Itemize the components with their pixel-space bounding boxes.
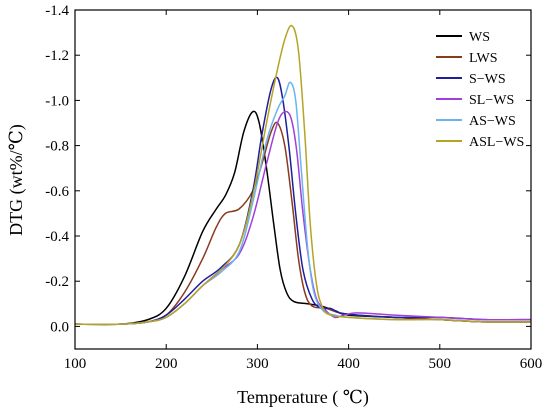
y-tick-label: -0.8 — [45, 139, 69, 155]
axes-ticks: 100 200 300 400 500 600 0.0 -0.2 -0.4 -0.6 -0.8 -1.… — [45, 3, 542, 372]
y-tick-label: -1.2 — [45, 48, 69, 64]
series-line-3 — [74, 110, 532, 326]
x-tick-label: 200 — [155, 356, 178, 372]
x-tick-label: 100 — [64, 356, 87, 372]
legend-label: ASL−WS — [469, 135, 524, 150]
y-axis-label: DTG (wt%/℃) — [6, 124, 27, 236]
y-tick-label: -1.4 — [45, 3, 69, 19]
legend-label: WS — [469, 30, 490, 45]
legend-label: LWS — [469, 51, 498, 66]
x-tick-label: 500 — [429, 356, 452, 372]
x-tick-label: 600 — [520, 356, 543, 372]
legend: WS LWS S−WS SL−WS AS−WS ASL−WS — [436, 30, 524, 150]
x-axis-label: Temperature ( ℃) — [237, 387, 369, 408]
y-tick-label: 0.0 — [50, 319, 69, 335]
legend-label: AS−WS — [469, 114, 516, 129]
series-line-1 — [74, 121, 532, 326]
y-tick-label: -0.4 — [45, 229, 69, 245]
y-tick-label: -1.0 — [45, 93, 69, 109]
x-tick-label: 400 — [337, 356, 360, 372]
y-tick-label: -0.6 — [45, 184, 69, 200]
legend-label: S−WS — [469, 72, 506, 87]
y-tick-label: -0.2 — [45, 274, 69, 290]
series-line-0 — [74, 110, 532, 326]
legend-label: SL−WS — [469, 93, 514, 108]
plot-lines — [74, 24, 532, 326]
series-line-5 — [74, 24, 532, 326]
plot-frame — [74, 9, 532, 350]
x-tick-label: 300 — [246, 356, 269, 372]
